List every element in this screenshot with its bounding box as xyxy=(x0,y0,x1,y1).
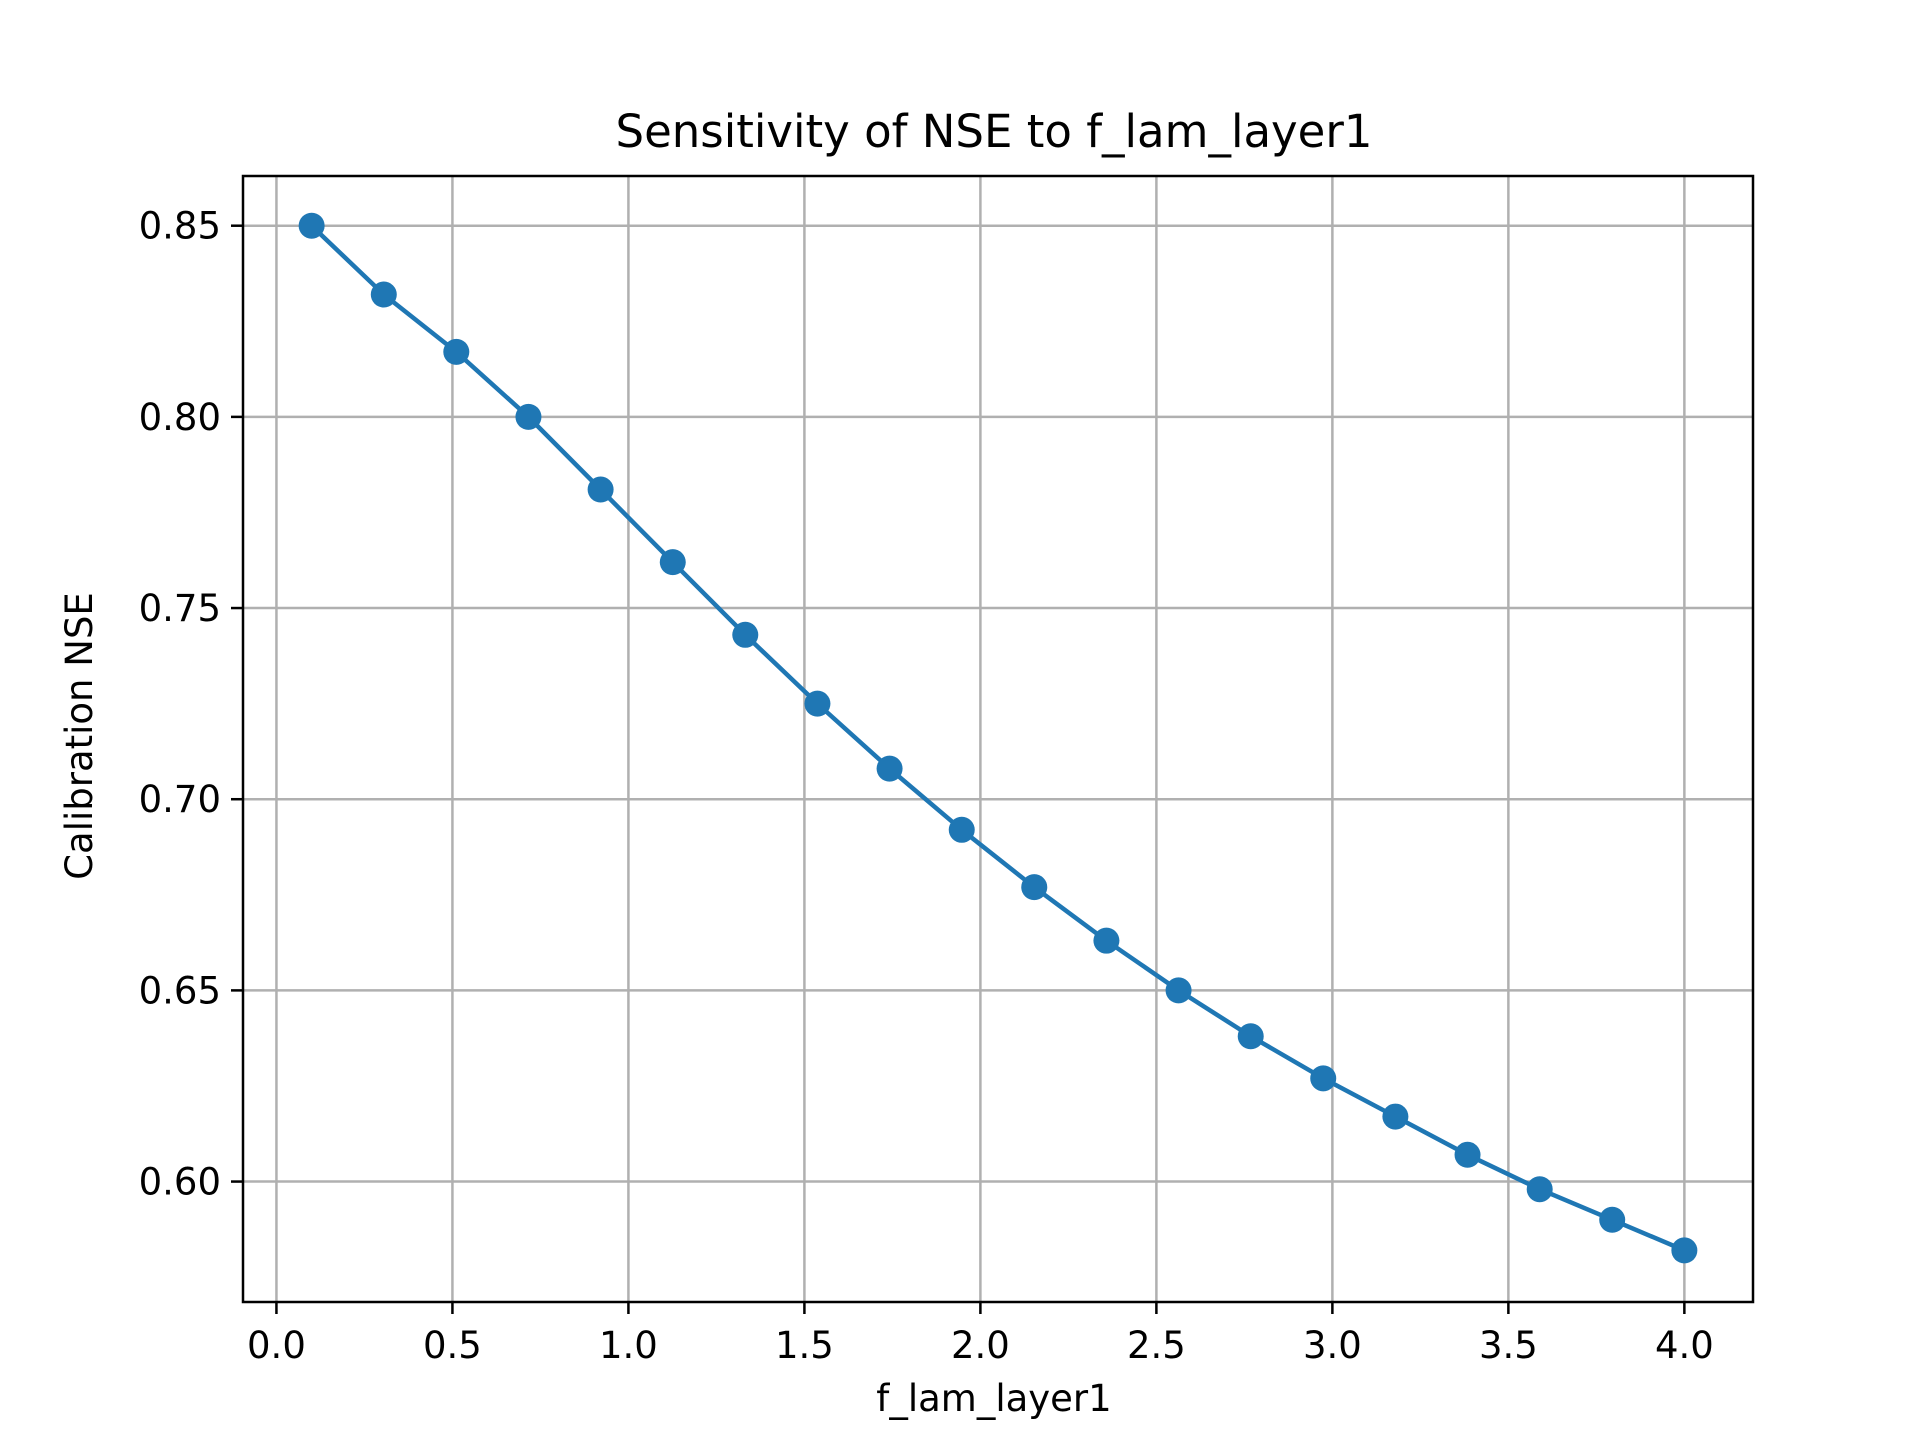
chart-title: Sensitivity of NSE to f_lam_layer1 xyxy=(616,105,1373,158)
x-tick-label: 3.5 xyxy=(1479,1324,1538,1367)
data-point xyxy=(1165,977,1192,1004)
series-layer xyxy=(298,212,1698,1264)
x-tick-label: 3.0 xyxy=(1303,1324,1362,1367)
plot-frame xyxy=(241,174,1755,1304)
x-tick-label: 0.5 xyxy=(423,1324,482,1367)
y-tick-label: 0.75 xyxy=(139,587,221,630)
x-tick-label: 1.5 xyxy=(775,1324,834,1367)
data-point xyxy=(1021,874,1048,901)
data-point xyxy=(1310,1065,1337,1092)
data-point xyxy=(876,755,903,782)
y-tick-label: 0.70 xyxy=(139,778,221,821)
y-tick-label: 0.60 xyxy=(139,1161,221,1204)
x-tick-label: 2.5 xyxy=(1127,1324,1186,1367)
grid-layer xyxy=(243,176,1753,1302)
data-point xyxy=(1599,1206,1626,1233)
x-tick-label: 0.0 xyxy=(247,1324,306,1367)
data-point xyxy=(587,476,614,503)
x-tick-label: 2.0 xyxy=(951,1324,1010,1367)
y-axis-label: Calibration NSE xyxy=(58,592,101,880)
data-point xyxy=(1671,1237,1698,1264)
data-point xyxy=(515,403,542,430)
data-point xyxy=(443,338,470,365)
data-point xyxy=(370,281,397,308)
y-tick-label: 0.85 xyxy=(139,205,221,248)
series-line xyxy=(310,224,1686,1253)
x-axis-label: f_lam_layer1 xyxy=(876,1377,1111,1420)
data-point xyxy=(1526,1176,1553,1203)
data-point xyxy=(948,816,975,843)
data-point xyxy=(1382,1103,1409,1130)
x-tick-label: 4.0 xyxy=(1655,1324,1714,1367)
y-tick-label: 0.65 xyxy=(139,969,221,1012)
data-point xyxy=(298,212,325,239)
tick-layer: 0.0 0.5 1.0 1.5 2.0 2.5 3.0 3.5 4.0 0.60 0.65 0.70 0… xyxy=(139,205,1714,1367)
data-point xyxy=(659,549,686,576)
data-point xyxy=(1454,1141,1481,1168)
data-point xyxy=(1237,1023,1264,1050)
data-point xyxy=(1093,927,1120,954)
x-tick-label: 1.0 xyxy=(599,1324,658,1367)
data-point xyxy=(732,621,759,648)
y-tick-label: 0.80 xyxy=(139,396,221,439)
data-point xyxy=(804,690,831,717)
